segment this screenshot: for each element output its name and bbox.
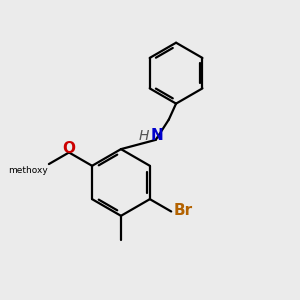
- Text: methoxy: methoxy: [8, 166, 47, 175]
- Text: O: O: [62, 142, 76, 157]
- Text: N: N: [151, 128, 164, 143]
- Text: H: H: [139, 128, 149, 142]
- Text: Br: Br: [173, 202, 193, 217]
